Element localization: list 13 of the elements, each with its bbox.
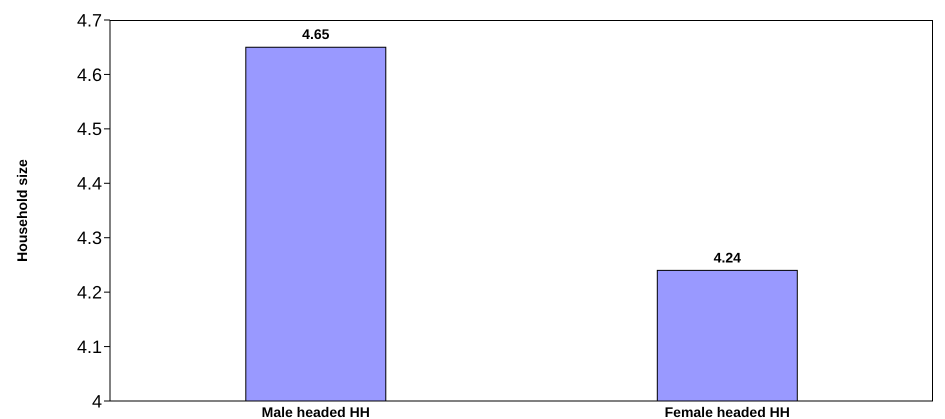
y-tick-label: 4.7 [76, 10, 102, 30]
y-tick-label: 4.4 [76, 174, 102, 194]
data-label: 4.24 [714, 249, 742, 266]
y-tick-label: 4.1 [76, 336, 102, 357]
y-tick-label: 4.6 [76, 64, 102, 85]
y-axis-title: Household size [14, 158, 30, 262]
x-tick-label: Male headed HH [262, 404, 370, 419]
y-tick-label: 4.3 [76, 228, 102, 248]
x-tick-label: Female headed HH [664, 404, 790, 419]
y-tick-label: 4.2 [76, 282, 102, 303]
y-tick-label: 4.5 [76, 119, 102, 140]
data-label: 4.65 [302, 26, 330, 42]
y-tick-label: 4 [92, 391, 102, 412]
